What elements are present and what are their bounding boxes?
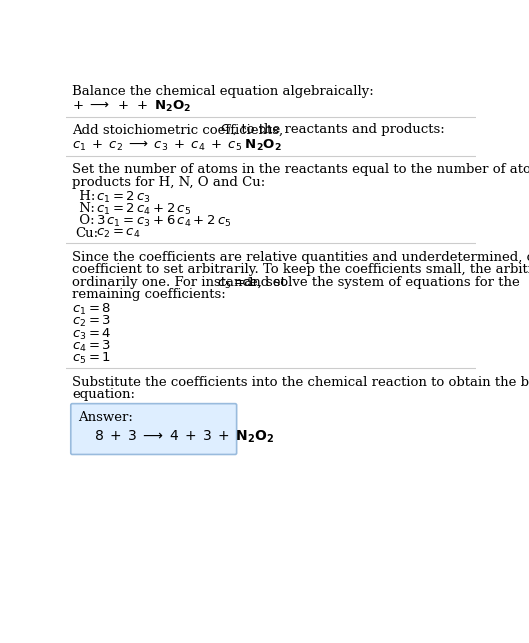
Text: $c_5 = 1$: $c_5 = 1$ <box>217 276 256 291</box>
Text: $c_1 \;+\; c_2 \;\longrightarrow\; c_3 \;+\; c_4 \;+\; c_5\; \mathbf{N_2O_2}$: $c_1 \;+\; c_2 \;\longrightarrow\; c_3 \… <box>72 138 282 153</box>
Text: Add stoichiometric coefficients,: Add stoichiometric coefficients, <box>72 123 288 136</box>
Text: $c_1 = 2\,c_3$: $c_1 = 2\,c_3$ <box>96 190 150 204</box>
Text: Set the number of atoms in the reactants equal to the number of atoms in the: Set the number of atoms in the reactants… <box>72 163 529 176</box>
Text: H:: H: <box>76 190 96 203</box>
Text: Answer:: Answer: <box>78 412 133 424</box>
Text: $c_3 = 4$: $c_3 = 4$ <box>72 327 112 341</box>
Text: $c_5 = 1$: $c_5 = 1$ <box>72 351 112 367</box>
Text: Balance the chemical equation algebraically:: Balance the chemical equation algebraica… <box>72 85 374 98</box>
Text: $c_2 = 3$: $c_2 = 3$ <box>72 314 112 329</box>
Text: coefficient to set arbitrarily. To keep the coefficients small, the arbitrary va: coefficient to set arbitrarily. To keep … <box>72 264 529 276</box>
Text: ordinarily one. For instance, set: ordinarily one. For instance, set <box>72 276 290 289</box>
Text: $c_2 = c_4$: $c_2 = c_4$ <box>96 226 140 240</box>
Text: remaining coefficients:: remaining coefficients: <box>72 288 226 301</box>
Text: N:: N: <box>76 202 95 215</box>
Text: $3\,c_1 = c_3 + 6\,c_4 + 2\,c_5$: $3\,c_1 = c_3 + 6\,c_4 + 2\,c_5$ <box>96 214 231 230</box>
Text: products for H, N, O and Cu:: products for H, N, O and Cu: <box>72 176 266 188</box>
Text: $c_i$: $c_i$ <box>221 123 232 136</box>
Text: $c_1 = 2\,c_4 + 2\,c_5$: $c_1 = 2\,c_4 + 2\,c_5$ <box>96 202 190 217</box>
Text: $8 \;+\; 3 \;\longrightarrow\; 4 \;+\; 3 \;+\; \mathbf{N_2O_2}$: $8 \;+\; 3 \;\longrightarrow\; 4 \;+\; 3… <box>94 428 275 445</box>
Text: $c_1 = 8$: $c_1 = 8$ <box>72 302 112 317</box>
Text: Substitute the coefficients into the chemical reaction to obtain the balanced: Substitute the coefficients into the che… <box>72 376 529 389</box>
Text: and solve the system of equations for the: and solve the system of equations for th… <box>240 276 519 289</box>
Text: $+ \;\longrightarrow\; + \;+\; \mathbf{N_2O_2}$: $+ \;\longrightarrow\; + \;+\; \mathbf{N… <box>72 99 191 114</box>
Text: O:: O: <box>76 214 95 227</box>
Text: , to the reactants and products:: , to the reactants and products: <box>233 123 444 136</box>
Text: $c_4 = 3$: $c_4 = 3$ <box>72 339 112 354</box>
FancyBboxPatch shape <box>71 404 236 455</box>
Text: Cu:: Cu: <box>76 226 98 240</box>
Text: Since the coefficients are relative quantities and underdetermined, choose a: Since the coefficients are relative quan… <box>72 251 529 264</box>
Text: equation:: equation: <box>72 388 135 401</box>
